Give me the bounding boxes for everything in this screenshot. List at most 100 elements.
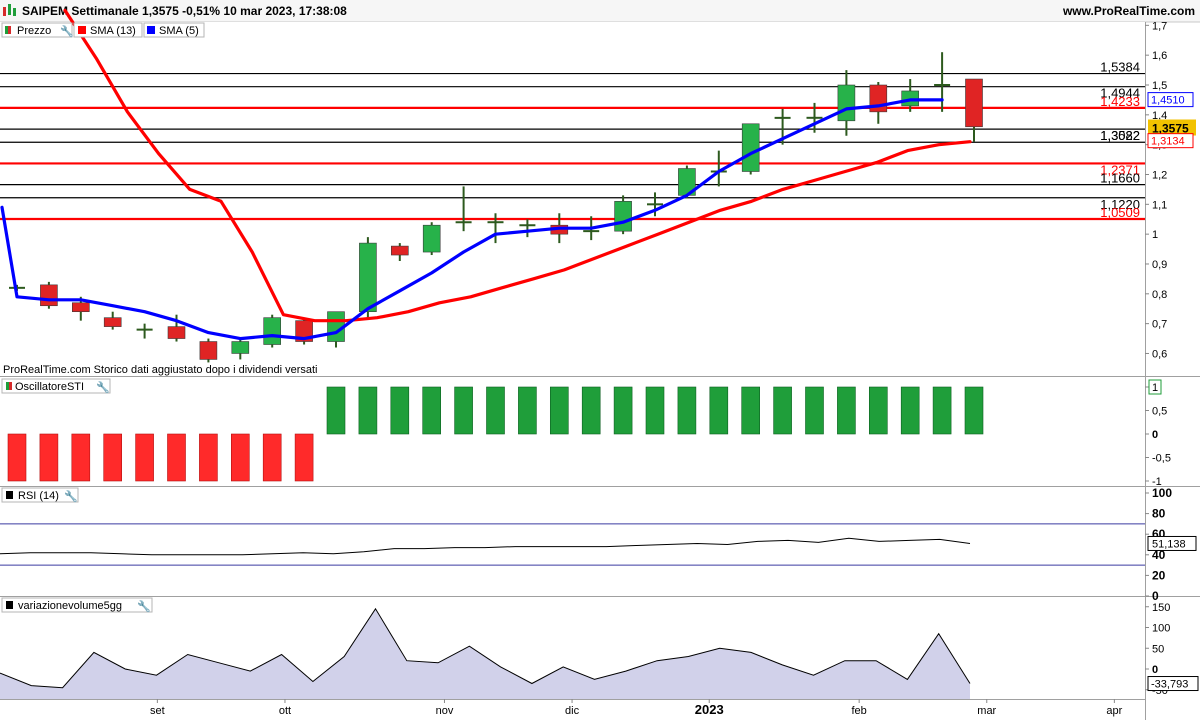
- sti-bar-positive: [326, 386, 346, 435]
- rsi-plot: [0, 523, 1145, 566]
- sti-bar-positive: [486, 386, 505, 435]
- candle-icon: [5, 26, 8, 34]
- price-panel: [0, 22, 1145, 376]
- sti-bar-negative: [199, 433, 218, 482]
- sti-bar-positive: [358, 386, 378, 435]
- settings-wrench-icon[interactable]: 🔧: [96, 380, 110, 394]
- settings-wrench-icon[interactable]: 🔧: [64, 489, 78, 503]
- sti-bar-positive: [390, 386, 410, 435]
- candle-bullish: [837, 84, 856, 122]
- volume-tick-label: 100: [1152, 623, 1170, 635]
- sti-bar-positive: [709, 386, 729, 435]
- candle-bearish: [72, 302, 90, 313]
- indicator-badge: [1147, 92, 1194, 108]
- indicator-badge-label: 1,4510: [1151, 95, 1185, 107]
- sti-bar-positive: [932, 386, 952, 435]
- x-tick-label: set: [150, 705, 165, 717]
- candle-icon: [8, 26, 11, 34]
- sti-bar-negative: [262, 433, 282, 482]
- sti-color-swatch: [6, 382, 9, 390]
- candle-bearish: [965, 78, 983, 128]
- brand-link[interactable]: www.ProRealTime.com: [1062, 4, 1195, 18]
- x-tick-label: feb: [852, 705, 867, 717]
- candle-bullish: [231, 341, 250, 354]
- settings-wrench-icon[interactable]: 🔧: [137, 599, 151, 613]
- sti-bar-negative: [294, 433, 314, 482]
- volume-legend-label: variazionevolume5gg: [18, 600, 122, 612]
- rsi-value-label: 51,138: [1152, 538, 1186, 550]
- sti-bar-positive: [518, 386, 537, 435]
- sti-bar-positive: [837, 386, 856, 435]
- sti-bar-positive: [581, 386, 601, 435]
- candle-bullish: [422, 224, 441, 253]
- x-axis: set ott nov dic 2023 feb mar apr: [150, 699, 1123, 717]
- price-tick-label: 0,9: [1152, 259, 1167, 271]
- sti-bar-positive: [964, 386, 984, 435]
- candle-bearish: [40, 284, 58, 307]
- sti-value-badge: [1148, 379, 1162, 395]
- sti-legend-box[interactable]: [1, 378, 111, 394]
- level-label: 1,0509: [1100, 205, 1140, 220]
- level-label: 1,1220: [1100, 197, 1140, 212]
- price-tick-label: 0,7: [1152, 319, 1167, 331]
- rsi-value-badge: [1147, 535, 1197, 551]
- volume-line: [0, 607, 971, 689]
- price-tick-label: 1,6: [1152, 50, 1167, 62]
- sma13-legend-label: SMA (13): [90, 25, 136, 37]
- prezzo-legend-box[interactable]: [1, 22, 73, 38]
- x-tick-label: mar: [977, 705, 996, 717]
- volume-value-label: -33,793: [1151, 679, 1188, 691]
- sti-bar-positive: [868, 386, 888, 435]
- volume-tick-label: 150: [1152, 602, 1170, 614]
- sti-tick-label: 0: [1152, 429, 1158, 441]
- rsi-legend-box[interactable]: [1, 487, 79, 503]
- sma5-legend-box[interactable]: [143, 22, 205, 38]
- settings-wrench-icon[interactable]: 🔧: [60, 24, 74, 38]
- sti-bar-positive: [549, 386, 569, 435]
- rsi-line: [0, 537, 971, 556]
- vol-plot: [0, 607, 971, 699]
- candle-bearish: [103, 317, 122, 327]
- level-label: 1,4944: [1100, 86, 1140, 101]
- rsi-tick-label: 40: [1152, 548, 1166, 562]
- last-price-badge: [1148, 119, 1196, 136]
- x-tick-label: 2023: [695, 702, 724, 717]
- level-label: 1,2371: [1100, 162, 1140, 177]
- x-tick-label: apr: [1106, 705, 1122, 717]
- sti-tick-label: 1: [1152, 382, 1158, 394]
- price-tick-label: 1,1: [1152, 199, 1167, 211]
- candle-bearish: [390, 245, 409, 256]
- sti-bar-positive: [645, 386, 665, 435]
- sti-bar-negative: [103, 433, 122, 482]
- sti-bar-positive: [422, 386, 442, 435]
- volume-legend-box[interactable]: [1, 597, 153, 613]
- rsi-tick-label: 20: [1152, 568, 1166, 582]
- level-label: 1,1660: [1100, 171, 1140, 186]
- sma13-line: [63, 8, 972, 323]
- rsi-tick-label: 100: [1152, 486, 1172, 500]
- level-label: 1,4233: [1100, 94, 1140, 109]
- candle-bullish: [614, 201, 632, 232]
- price-tick-label: 1,2: [1152, 169, 1167, 181]
- sti-bar-positive: [454, 386, 473, 435]
- x-tick-label: ott: [279, 705, 291, 717]
- sti-bar-negative: [167, 433, 186, 482]
- sti-bar-positive: [773, 386, 792, 435]
- last-price-badge-label: 1,3575: [1152, 122, 1189, 136]
- indicator-badge: [1147, 133, 1194, 149]
- sma13-legend-box[interactable]: [73, 22, 143, 38]
- price-legend: Prezzo 🔧 SMA (13) SMA (5): [1, 22, 205, 38]
- sma5-color-swatch: [147, 26, 155, 34]
- volume-value-badge: [1147, 676, 1199, 692]
- chart-title: SAIPEM Settimanale 1,3575 -0,51% 10 mar …: [22, 4, 347, 18]
- sti-bar-negative: [7, 433, 27, 482]
- sma5-legend-label: SMA (5): [159, 25, 199, 37]
- sti-axis: 1 0,5 0 -0,5 -1: [1145, 379, 1171, 488]
- price-tick-label: 1: [1152, 229, 1158, 241]
- level-label: 1,3082: [1100, 128, 1140, 143]
